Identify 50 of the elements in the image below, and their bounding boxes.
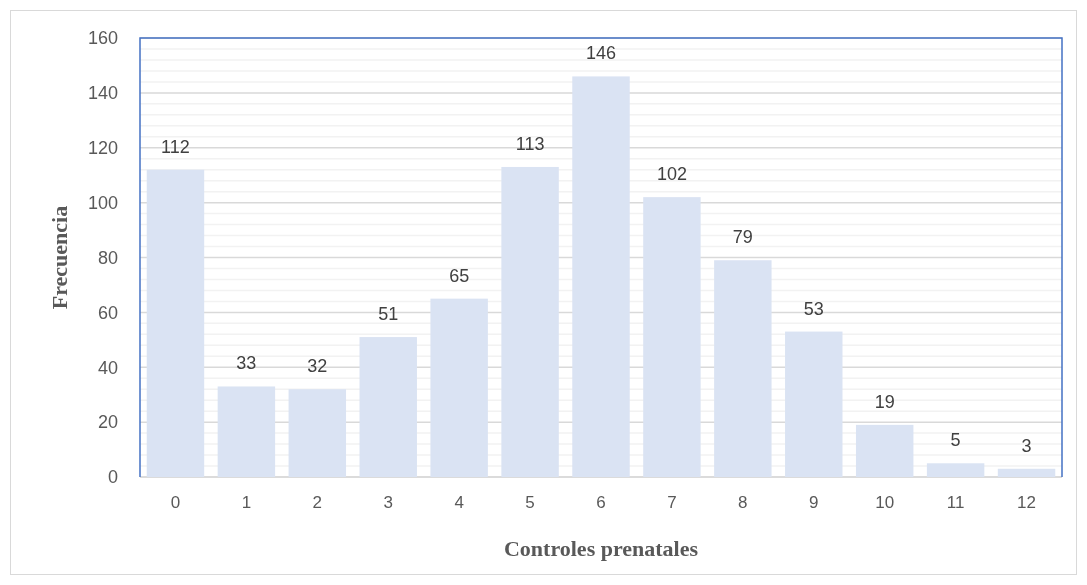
- y-tick-label: 140: [87, 83, 118, 104]
- x-tick-label: 10: [875, 493, 895, 512]
- x-tick-label: 8: [738, 493, 748, 512]
- x-tick-label: 4: [454, 493, 464, 512]
- x-tick-label: 7: [667, 493, 677, 512]
- x-tick-label: 2: [312, 493, 323, 512]
- bar: [785, 331, 843, 477]
- y-tick-label: 120: [87, 138, 118, 159]
- x-tick-label: 9: [809, 493, 819, 512]
- y-tick-label: 20: [97, 412, 118, 433]
- bar: [217, 386, 276, 477]
- data-label: 79: [732, 227, 753, 248]
- bar: [359, 337, 417, 477]
- data-label: 33: [236, 353, 257, 374]
- data-label: 146: [585, 43, 617, 64]
- y-tick-label: 0: [107, 467, 118, 488]
- bar: [714, 260, 772, 477]
- bar: [288, 389, 347, 477]
- x-tick-label: 3: [383, 493, 393, 512]
- bar: [643, 197, 701, 477]
- y-tick-label: 160: [87, 28, 118, 49]
- x-tick-label: 11: [946, 493, 965, 512]
- y-tick-label: 60: [97, 302, 118, 323]
- data-label: 5: [950, 430, 961, 451]
- data-label: 65: [449, 265, 470, 286]
- x-tick-label: 12: [1017, 493, 1036, 512]
- data-label: 32: [307, 356, 328, 377]
- x-tick-label: 6: [596, 493, 606, 512]
- data-label: 19: [874, 391, 895, 412]
- x-axis-title: Controles prenatales: [503, 536, 699, 561]
- y-tick-label: 80: [97, 247, 118, 268]
- data-label: 102: [656, 164, 687, 185]
- data-label: 113: [515, 133, 545, 154]
- data-label: 53: [803, 298, 824, 319]
- bar: [146, 169, 205, 477]
- data-label: 112: [161, 136, 190, 157]
- y-tick-label: 40: [97, 357, 118, 378]
- bar: [430, 298, 488, 477]
- data-label: 51: [378, 304, 399, 325]
- x-tick-label: 1: [241, 493, 252, 512]
- bar: [501, 166, 559, 477]
- y-axis-title: Frecuencia: [47, 205, 72, 310]
- bar: [855, 424, 914, 477]
- x-tick-label: 0: [170, 493, 181, 512]
- data-label: 3: [1021, 435, 1032, 456]
- bar: [997, 468, 1056, 477]
- y-tick-label: 100: [87, 192, 118, 213]
- bar: [926, 463, 985, 477]
- bar: [572, 76, 630, 477]
- x-tick-label: 5: [525, 493, 535, 512]
